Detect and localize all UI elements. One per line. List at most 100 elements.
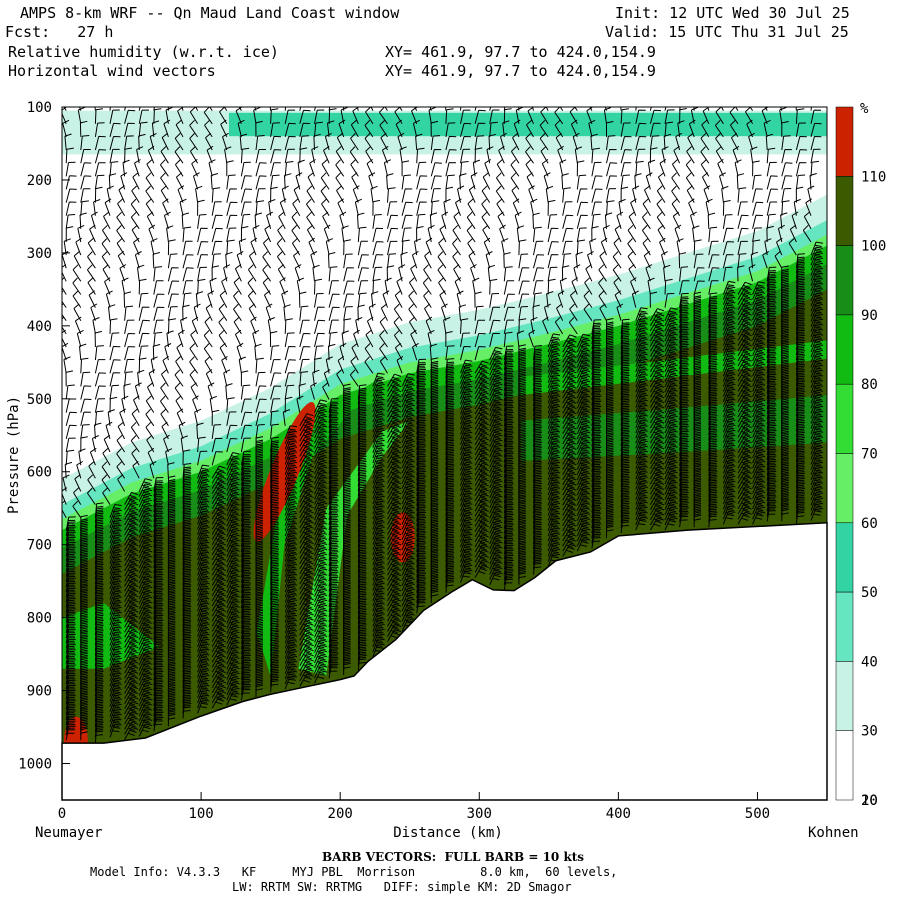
wind-barb-icon: [518, 293, 530, 308]
wind-barb-icon: [533, 396, 542, 412]
wind-barb-icon: [489, 418, 503, 432]
wind-barb-icon: [620, 512, 630, 528]
wind-barb-icon: [503, 560, 514, 575]
wind-barb-icon: [416, 465, 427, 481]
wind-barb-icon: [664, 399, 678, 413]
wind-barb-icon: [153, 568, 164, 584]
y-tick-label: 200: [27, 173, 52, 189]
wind-barb-icon: [284, 440, 298, 455]
wind-barb-icon: [737, 201, 748, 216]
wind-barb-icon: [722, 490, 736, 504]
wind-barb-icon: [722, 505, 736, 520]
wind-barb-icon: [445, 567, 455, 583]
wind-barb-icon: [503, 386, 514, 402]
wind-barb-icon: [270, 676, 279, 693]
wind-barb-icon: [401, 526, 415, 540]
wind-barb-icon: [729, 107, 739, 111]
wind-barb-icon: [226, 523, 240, 537]
wind-barb-icon: [387, 562, 402, 576]
wind-barb-icon: [152, 252, 161, 269]
wind-barb-icon: [211, 465, 226, 479]
wind-barb-icon: [664, 486, 678, 500]
wind-barb-icon: [124, 701, 139, 715]
wind-barb-icon: [460, 487, 473, 502]
wind-barb-icon: [314, 278, 322, 295]
wind-barb-icon: [635, 388, 648, 403]
wind-barb-icon: [72, 290, 82, 308]
wind-barb-icon: [130, 198, 140, 216]
wind-barb-icon: [153, 630, 164, 645]
wind-barb-icon: [620, 415, 630, 431]
wind-barb-icon: [401, 444, 415, 459]
wind-barb-icon: [226, 438, 238, 453]
wind-barb-icon: [489, 438, 503, 453]
wind-barb-icon: [737, 297, 752, 311]
wind-barb-icon: [752, 332, 766, 346]
wind-barb-icon: [635, 455, 648, 469]
wind-barb-icon: [438, 237, 447, 256]
wind-barb-icon: [415, 133, 423, 151]
wind-barb-icon: [630, 198, 637, 216]
wind-barb-icon: [510, 172, 520, 190]
wind-barb-icon: [495, 185, 505, 203]
wind-barb-icon: [314, 659, 328, 674]
wind-barb-icon: [226, 651, 240, 665]
wind-barb-icon: [372, 577, 385, 591]
wind-barb-icon: [562, 446, 577, 460]
wind-barb-icon: [470, 172, 478, 190]
wind-barb-icon: [138, 524, 153, 538]
wind-barb-icon: [503, 280, 515, 295]
wind-barb-icon: [240, 491, 251, 507]
wind-barb-icon: [299, 494, 314, 508]
wind-barb-icon: [178, 329, 185, 348]
wind-barb-icon: [679, 425, 689, 441]
wind-barb-icon: [372, 556, 385, 571]
wind-barb-icon: [270, 135, 282, 151]
wind-barb-icon: [211, 690, 226, 704]
wind-barb-icon: [328, 469, 339, 485]
wind-barb-icon: [153, 589, 164, 604]
wind-barb-icon: [795, 508, 805, 524]
wind-barb-icon: [284, 501, 298, 516]
wind-barb-icon: [132, 172, 140, 190]
wind-barb-icon: [372, 607, 385, 622]
wind-barb-icon: [766, 404, 777, 420]
wind-barb-icon: [547, 420, 561, 434]
wind-barb-icon: [474, 370, 489, 384]
wind-barb-icon: [124, 122, 135, 138]
wind-barb-icon: [708, 471, 718, 487]
wind-barb-icon: [533, 457, 542, 473]
wind-barb-icon: [305, 198, 315, 216]
wind-barb-icon: [810, 405, 824, 419]
wind-barb-icon: [539, 133, 549, 151]
wind-barb-icon: [598, 264, 607, 282]
wind-barb-icon: [547, 461, 561, 475]
wind-barb-icon: [737, 450, 752, 464]
wind-barb-icon: [153, 492, 164, 507]
wind-barb-icon: [576, 532, 591, 547]
wind-barb-icon: [576, 476, 591, 491]
wind-barb-icon: [197, 684, 210, 699]
wind-barb-icon: [708, 476, 718, 492]
wind-barb-icon: [445, 465, 455, 481]
wind-barb-icon: [197, 495, 210, 510]
wind-barb-icon: [547, 527, 561, 542]
wind-barb-icon: [240, 512, 251, 527]
wind-barb-icon: [533, 226, 542, 243]
wind-barb-icon: [460, 563, 473, 578]
wind-barb-icon: [562, 456, 577, 470]
wind-barb-icon: [372, 241, 384, 256]
wind-barb-icon: [708, 267, 720, 282]
wind-barb-icon: [291, 225, 301, 243]
wind-barb-icon: [124, 568, 139, 582]
wind-barb-icon: [752, 296, 766, 311]
wind-barb-icon: [387, 613, 402, 627]
wind-barb-icon: [810, 369, 824, 383]
wind-barb-icon: [211, 506, 226, 520]
wind-barb-icon: [226, 528, 240, 543]
wind-barb-icon: [766, 271, 777, 287]
wind-barb-icon: [408, 290, 418, 308]
wind-barb-icon: [116, 211, 126, 230]
wind-barb-icon: [314, 496, 328, 510]
wind-barb-icon: [211, 537, 226, 551]
